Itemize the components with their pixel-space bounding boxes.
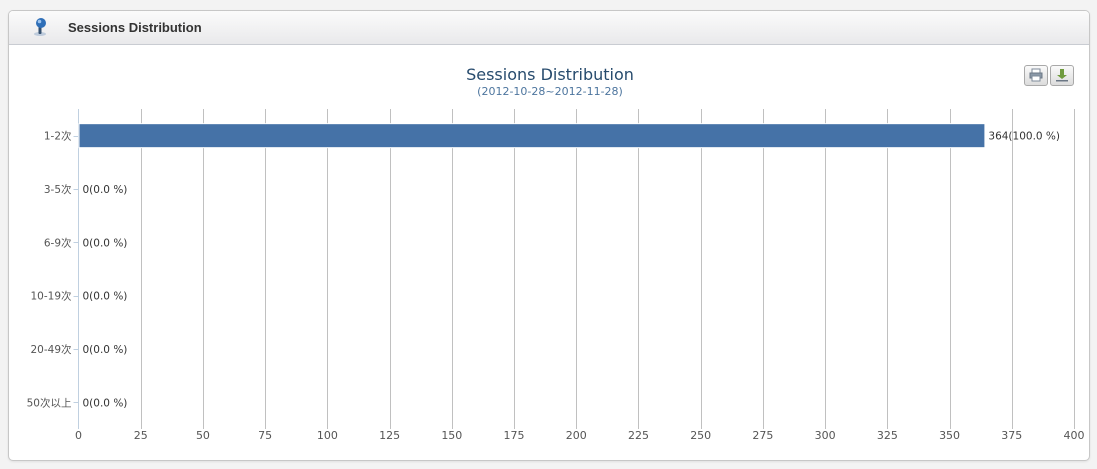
x-tick-label: 75 <box>258 429 272 442</box>
x-tick-label: 25 <box>134 429 148 442</box>
category-label: 6-9次 <box>44 236 72 249</box>
x-tick-label: 400 <box>1064 429 1085 442</box>
panel-header: Sessions Distribution <box>9 11 1089 45</box>
x-tick-label: 300 <box>815 429 836 442</box>
chart-subtitle: (2012-10-28~2012-11-28) <box>477 85 623 98</box>
chart-title: Sessions Distribution <box>466 65 634 84</box>
bar-chart: Sessions Distribution(2012-10-28~2012-11… <box>27 65 1085 442</box>
data-label: 364(100.0 %) <box>988 131 1060 143</box>
x-tick-label: 375 <box>1001 429 1022 442</box>
print-icon <box>1029 68 1043 82</box>
data-label: 0(0.0 %) <box>83 397 128 409</box>
x-tick-label: 325 <box>877 429 898 442</box>
print-button[interactable] <box>1024 65 1048 86</box>
panel-title: Sessions Distribution <box>68 20 202 35</box>
x-tick-label: 275 <box>752 429 773 442</box>
x-tick-label: 250 <box>690 429 711 442</box>
download-icon <box>1056 69 1068 82</box>
bar <box>78 123 986 149</box>
data-label: 0(0.0 %) <box>83 184 128 196</box>
category-label: 10-19次 <box>30 290 72 303</box>
x-tick-label: 0 <box>75 429 82 442</box>
pin-icon <box>34 18 46 36</box>
data-label: 0(0.0 %) <box>83 344 128 356</box>
x-tick-label: 100 <box>317 429 338 442</box>
category-label: 1-2次 <box>44 130 72 143</box>
x-tick-label: 175 <box>504 429 525 442</box>
data-label: 0(0.0 %) <box>83 237 128 249</box>
category-label: 20-49次 <box>30 343 72 356</box>
x-tick-label: 200 <box>566 429 587 442</box>
category-label: 3-5次 <box>44 183 72 196</box>
x-tick-label: 125 <box>379 429 400 442</box>
x-tick-label: 225 <box>628 429 649 442</box>
x-tick-label: 350 <box>939 429 960 442</box>
x-tick-label: 150 <box>441 429 462 442</box>
data-label: 0(0.0 %) <box>83 291 128 303</box>
category-label: 50次以上 <box>27 396 72 409</box>
export-button[interactable] <box>1050 65 1074 86</box>
x-tick-label: 50 <box>196 429 210 442</box>
chart-panel: Sessions Distribution Sessions Distribut… <box>8 10 1090 461</box>
